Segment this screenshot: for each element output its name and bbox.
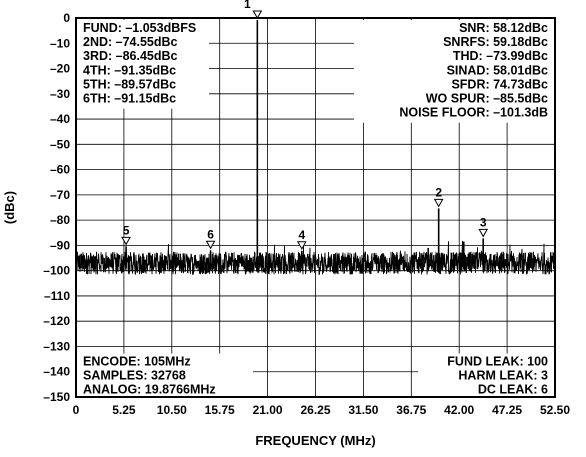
y-tick-label: –80 <box>50 213 70 227</box>
spur-marker-triangle <box>205 240 216 250</box>
stats-bottom-left-line: SAMPLES: 32768 <box>83 369 186 383</box>
spur-marker-label: 5 <box>123 223 130 237</box>
x-tick-label: 5.25 <box>112 403 136 417</box>
y-axis-label: (dBc) <box>2 191 17 224</box>
y-tick-label: –100 <box>43 264 70 278</box>
stats-bottom-left-line: ANALOG: 19.8766MHz <box>83 383 216 397</box>
plot-frame <box>75 17 556 398</box>
stats-top-right-line: SINAD: 58.01dBc <box>447 63 548 77</box>
y-tick-label: –110 <box>44 289 70 303</box>
spur-marker-label: 3 <box>480 215 487 229</box>
spur-marker-triangle <box>252 10 263 20</box>
spur-marker-label: 1 <box>244 0 251 11</box>
stats-top-left-line: 4TH: –91.35dBc <box>83 63 176 77</box>
stats-top-left-line: 6TH: –91.15dBc <box>83 92 176 106</box>
spur-marker-triangle <box>433 198 444 208</box>
spur-marker-label: 4 <box>298 228 305 242</box>
x-tick-label: 26.25 <box>300 403 330 417</box>
y-tick-label: –120 <box>43 314 70 328</box>
x-axis-ticks: 0 5.25 10.50 15.75 21.00 26.25 31.50 36.75 42.00… <box>73 403 571 417</box>
y-tick-label: –20 <box>50 62 70 76</box>
stats-top-left-line: FUND: –1.053dBFS <box>83 21 196 35</box>
x-tick-label: 52.50 <box>540 403 570 417</box>
spur-marker-triangle <box>296 241 307 250</box>
stats-bottom-right-line: HARM LEAK: 3 <box>458 369 548 383</box>
spur-marker-triangle <box>121 236 131 246</box>
y-tick-label: 0 <box>63 11 70 25</box>
x-tick-label: 15.75 <box>205 403 235 417</box>
stats-bottom-left-line: ENCODE: 105MHz <box>83 355 191 369</box>
y-tick-label: –60 <box>50 163 70 177</box>
stats-top-right-line: NOISE FLOOR: –101.3dB <box>399 106 548 120</box>
spur-marker-label: 2 <box>435 185 442 199</box>
x-axis-label: FREQUENCY (MHz) <box>255 433 375 448</box>
stats-bottom-right-line: DC LEAK: 6 <box>478 383 548 397</box>
y-tick-label: –150 <box>43 390 70 404</box>
y-tick-label: –90 <box>50 238 70 252</box>
stats-top-left-line: 3RD: –86.45dBc <box>83 49 178 63</box>
x-tick-label: 0 <box>73 403 80 417</box>
stats-bottom-right-bg <box>418 353 554 400</box>
y-tick-label: –70 <box>50 188 70 202</box>
y-tick-label: –50 <box>50 137 70 151</box>
spur-markers: 1 2 3 4 5 6 <box>121 0 489 250</box>
x-tick-label: 47.25 <box>492 403 522 417</box>
noise-floor-trace <box>76 240 554 276</box>
y-tick-label: –30 <box>50 87 70 101</box>
spectrum-trace <box>76 20 554 276</box>
y-tick-label: –140 <box>43 365 70 379</box>
x-tick-label: 31.50 <box>348 403 378 417</box>
x-tick-label: 21.00 <box>253 403 283 417</box>
stats-top-right-line: WO SPUR: –85.5dBc <box>426 92 548 106</box>
x-tick-label: 42.00 <box>444 403 474 417</box>
y-tick-label: –130 <box>43 339 70 353</box>
stats-top-left-line: 5TH: –89.57dBc <box>83 77 176 91</box>
stats-top-right-bg <box>354 20 554 123</box>
x-tick-label: 10.50 <box>157 403 187 417</box>
y-axis-ticks: 0 –10 –20 –30 –40 –50 –60 –70 –80 –90 –100 –110 –120… <box>43 11 70 404</box>
stats-bottom-right-line: FUND LEAK: 100 <box>447 355 548 369</box>
stats-top-right-line: SNR: 58.12dBc <box>459 21 548 35</box>
stats-top-right-line: THD: –73.99dBc <box>453 49 548 63</box>
stats-bottom-left-bg <box>77 353 253 400</box>
stats-top-left-line: 2ND: –74.55dBc <box>83 35 178 49</box>
y-tick-label: –40 <box>50 112 70 126</box>
y-tick-label: –10 <box>50 36 70 50</box>
spur-marker-label: 6 <box>207 227 214 241</box>
stats-top-right-line: SNRFS: 59.18dBc <box>443 35 548 49</box>
x-tick-label: 36.75 <box>396 403 426 417</box>
stats-top-left-bg <box>77 20 209 109</box>
stats-top-right-line: SFDR: 74.73dBc <box>451 77 548 91</box>
spur-marker-triangle <box>478 228 489 238</box>
